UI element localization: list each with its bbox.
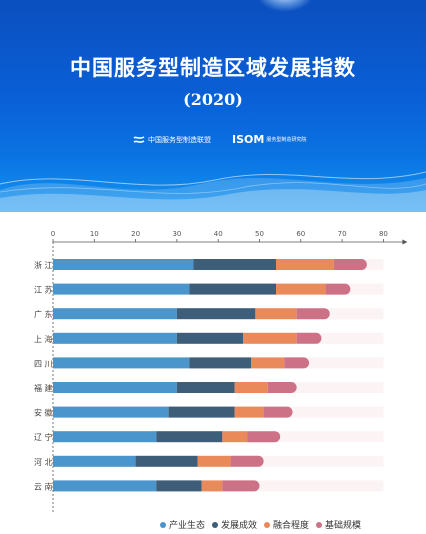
bar-segment (201, 480, 223, 492)
legend-swatch (160, 521, 166, 528)
isom-name: 服务型制造研究院 (266, 136, 307, 143)
x-tick-label: 10 (90, 230, 99, 238)
x-tick-label: 40 (214, 230, 223, 238)
title-banner: 中国服务型制造区域发展指数 (2020) 中国服务型制造联盟 ISOM 服务型制… (0, 0, 426, 212)
bar-segment (53, 382, 177, 393)
bar-segment (53, 283, 190, 295)
bar-segment (234, 406, 264, 418)
bar-segment (333, 259, 367, 270)
x-tick-label: 30 (172, 230, 181, 238)
legend-label: 融合程度 (273, 521, 310, 531)
chart-subtitle-year: (2020) (183, 90, 243, 109)
bar-segment (53, 406, 169, 418)
bar-segment (267, 382, 297, 393)
bar-segment (53, 308, 177, 320)
bar-segment (168, 406, 235, 418)
x-tick-label: 50 (255, 230, 264, 238)
legend-item: 融合程度 (264, 518, 309, 531)
x-axis-arrow (402, 239, 408, 245)
x-tick-label: 70 (338, 230, 347, 238)
category-label: 辽 宁 (34, 432, 53, 442)
light-glow (255, 0, 315, 12)
category-label: 云 南 (34, 481, 53, 491)
x-tick-label: 80 (379, 230, 388, 238)
category-label: 河 北 (34, 457, 53, 467)
bar-segment (242, 332, 297, 344)
isom-logo: ISOM 服务型制造研究院 (232, 131, 306, 147)
bar-segment (247, 431, 281, 443)
bar-segment (222, 431, 248, 443)
bar-segment (193, 259, 277, 270)
bar-segment (156, 480, 202, 492)
bar-segment (222, 480, 260, 492)
bar-segment (284, 357, 310, 369)
bar-segment (189, 357, 252, 369)
legend-label: 发展成效 (221, 521, 258, 531)
bar-segment (53, 431, 157, 443)
bar-chart: 0 10 20 30 40 50 60 70 80 浙 江江 苏广 东上 海四 川福 建安 徽辽 … (34, 230, 408, 512)
bar-segment (197, 455, 231, 467)
bar-segment (263, 406, 293, 418)
legend-swatch (212, 521, 219, 528)
bar-segment (276, 283, 326, 295)
legend-swatch (264, 521, 271, 528)
bar-segment (325, 283, 351, 295)
legend-item: 产业生态 (160, 518, 205, 531)
bar-segment (255, 308, 297, 320)
isom-mark: ISOM (232, 132, 265, 146)
bar-segment (176, 382, 235, 393)
bar-segment (234, 382, 268, 393)
bar-segment (156, 431, 223, 443)
bar-segment (176, 308, 256, 320)
bar-segment (53, 332, 177, 344)
category-label: 广 东 (34, 309, 53, 319)
category-label: 浙 江 (34, 260, 53, 270)
alliance-logo: 中国服务型制造联盟 (133, 133, 211, 147)
legend-label: 产业生态 (169, 521, 206, 531)
bar-segment (135, 455, 198, 467)
category-label: 江 苏 (34, 285, 53, 295)
chart-title: 中国服务型制造区域发展指数 (70, 56, 356, 80)
bar-segment (53, 357, 190, 369)
alliance-name: 中国服务型制造联盟 (148, 136, 211, 144)
legend-label: 基础规模 (325, 521, 362, 531)
bar-segment (189, 283, 277, 295)
legend-item: 基础规模 (316, 518, 361, 531)
bar-segment (176, 332, 243, 344)
wave-decoration (0, 171, 426, 212)
x-tick-label: 60 (296, 230, 305, 238)
bar-segment (230, 455, 264, 467)
category-label: 上 海 (34, 334, 53, 344)
category-label: 福 建 (34, 383, 53, 393)
bar-segment (296, 308, 330, 320)
x-tick-label: 20 (131, 230, 140, 238)
wave-logo-icon (133, 136, 145, 143)
bar-segment (53, 259, 194, 270)
legend-swatch (316, 521, 323, 528)
bar-segment (251, 357, 285, 369)
bar-segment (296, 332, 322, 344)
bar-segment (53, 455, 136, 467)
category-label: 四 川 (34, 359, 53, 368)
x-tick-label: 0 (51, 230, 55, 238)
legend: 产业生态 发展成效 融合程度 基础规模 (160, 518, 368, 531)
bar-segment (53, 480, 157, 492)
bar-segment (276, 259, 334, 270)
category-label: 安 徽 (34, 408, 53, 418)
legend-item: 发展成效 (212, 518, 257, 531)
